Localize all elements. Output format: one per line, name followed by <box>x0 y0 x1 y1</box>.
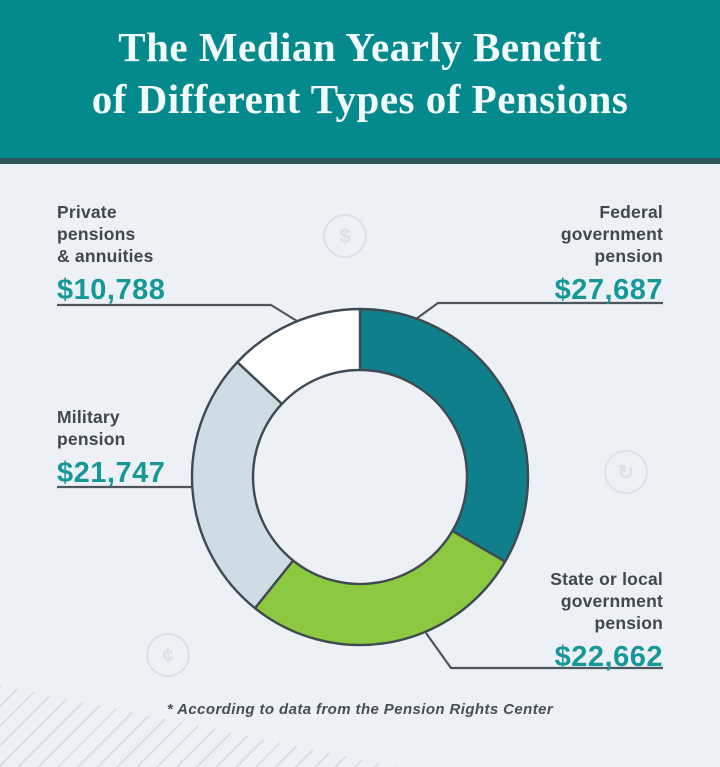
donut-segment-state-local <box>253 529 507 647</box>
title-line-1: The Median Yearly Benefit <box>118 24 602 70</box>
leader-line-state-local <box>425 632 663 670</box>
donut-segment-federal <box>358 307 530 563</box>
leader-line-private <box>57 303 298 322</box>
callout-state-local-value: $22,662 <box>554 641 663 673</box>
dollar-coin-icon <box>323 214 367 258</box>
callout-private-label: Private pensions & annuities <box>57 202 154 266</box>
callout-private-pensions: Private pensions & annuities $10,788 <box>57 201 165 307</box>
callout-federal-pension: Federal government pension $27,687 <box>555 201 663 307</box>
callout-state-local-label: State or local government pension <box>550 569 663 633</box>
callout-military-label: Military pension <box>57 407 126 449</box>
callout-military-pension: Military pension $21,747 <box>57 406 165 490</box>
callout-military-value: $21,747 <box>57 457 166 489</box>
cycle-coin-icon: ↻ <box>618 462 635 484</box>
callout-federal-label: Federal government pension <box>560 202 663 266</box>
dollar-coin-icon: $ <box>339 226 350 248</box>
callout-private-value: $10,788 <box>57 274 166 306</box>
infographic-title: The Median Yearly Benefit of Different T… <box>0 0 720 125</box>
source-note: * According to data from the Pension Rig… <box>166 701 554 718</box>
header-banner: The Median Yearly Benefit of Different T… <box>0 0 720 164</box>
callout-federal-value: $27,687 <box>554 274 663 306</box>
callout-state-local-pension: State or local government pension $22,66… <box>550 568 663 674</box>
leader-line-federal <box>415 301 663 320</box>
cent-coin-icon <box>146 633 190 677</box>
cycle-coin-icon <box>604 450 648 494</box>
donut-segment-military <box>190 360 295 610</box>
cent-coin-icon: ¢ <box>162 645 173 667</box>
title-line-2: of Different Types of Pensions <box>91 76 629 122</box>
donut-segment-private <box>236 307 362 406</box>
